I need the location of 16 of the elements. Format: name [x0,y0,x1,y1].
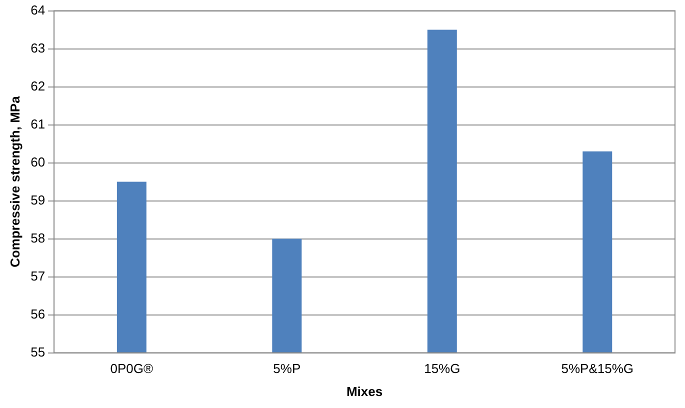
x-axis-title: Mixes [346,384,383,399]
x-tick-label: 15%G [424,361,460,376]
y-tick-label: 62 [30,78,46,94]
y-axis-title: Compressive strength, MPa [7,95,22,268]
y-tick-label: 63 [30,40,46,56]
y-tick-label: 64 [30,2,46,18]
y-tick-label: 55 [30,344,46,360]
x-tick-label: 5%P [273,361,301,376]
x-tick-label: 0P0G® [110,361,154,376]
y-tick-label: 61 [30,116,46,132]
y-tick-label: 60 [30,154,46,170]
y-tick-label: 59 [30,192,46,208]
y-tick-label: 58 [30,230,46,246]
y-tick-label: 57 [30,268,46,284]
y-tick-label: 56 [30,306,46,322]
x-tick-label: 5%P&15%G [561,361,634,376]
